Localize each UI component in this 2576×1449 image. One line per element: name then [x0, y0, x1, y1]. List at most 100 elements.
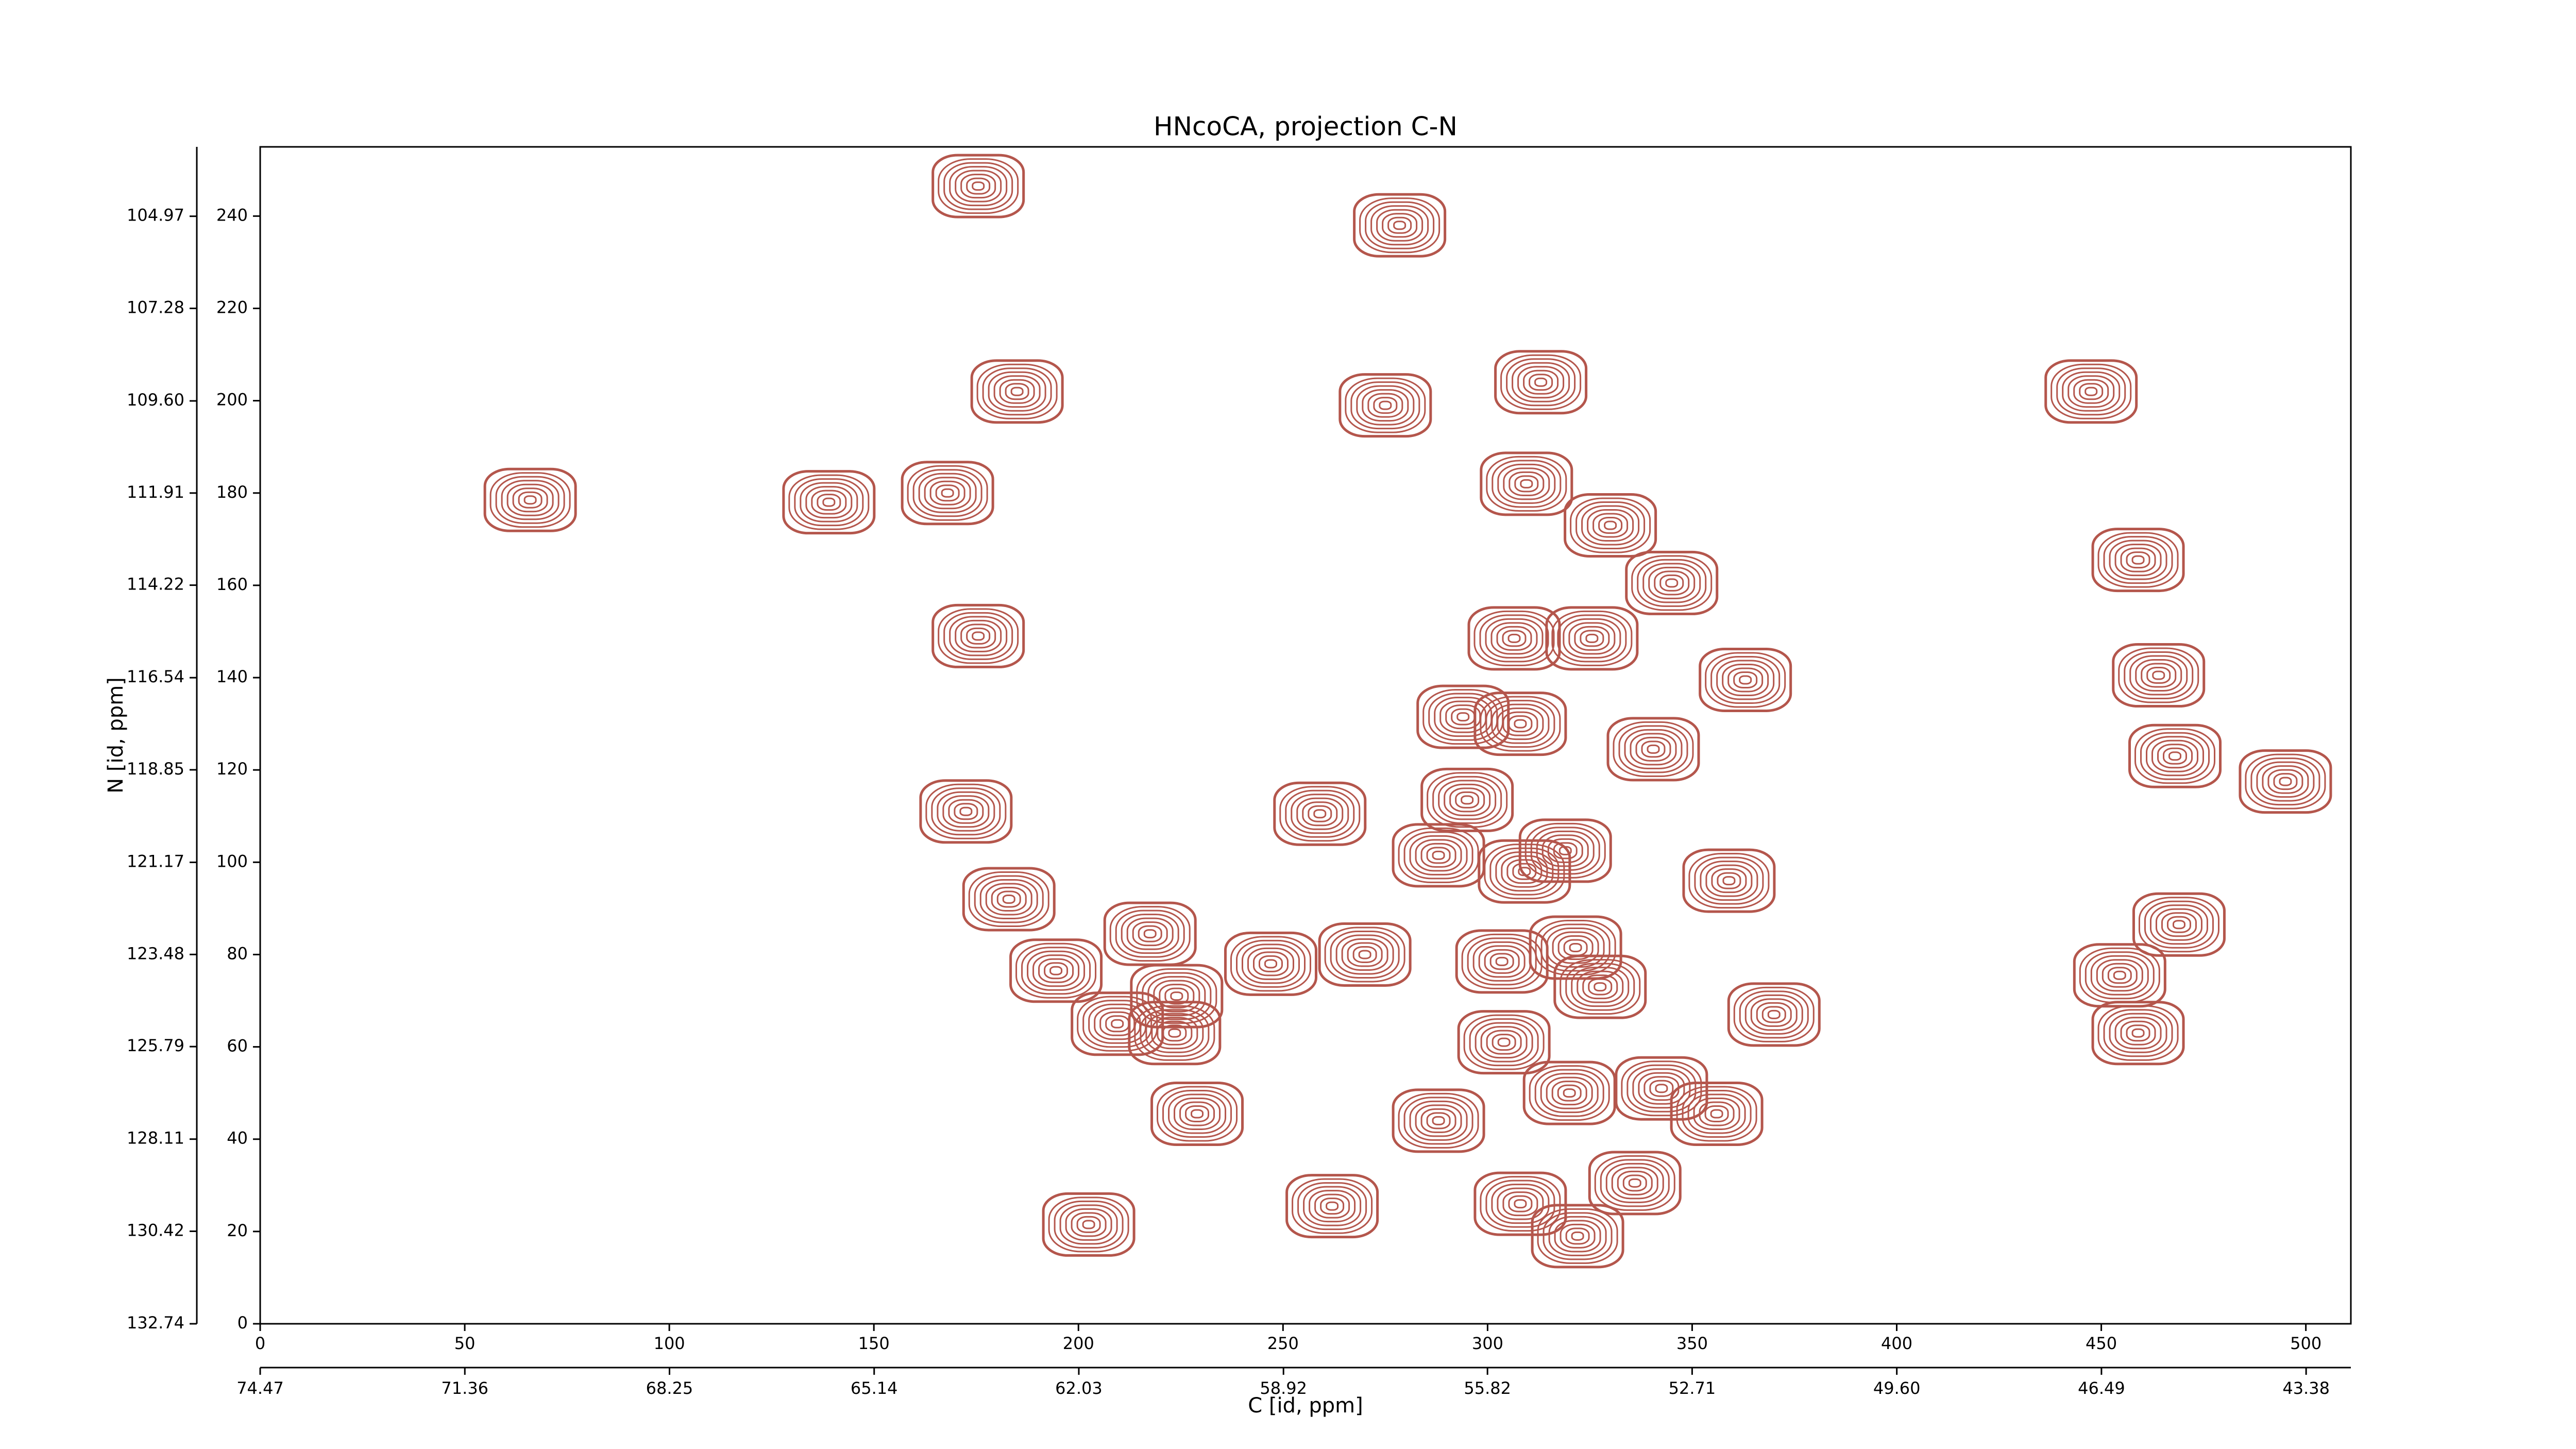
contour-level	[1426, 847, 1451, 864]
contour-level	[1416, 684, 1510, 749]
contour-level	[2132, 892, 2226, 957]
peak	[1494, 350, 1588, 415]
contour-level	[1534, 377, 1548, 387]
contour-level	[1134, 1005, 1215, 1061]
contour-level	[2250, 757, 2320, 806]
contour-level	[919, 779, 1013, 844]
contour-level	[788, 474, 870, 530]
contour-level	[1432, 776, 1502, 824]
contour-level	[918, 473, 977, 513]
contour-level	[1461, 933, 1543, 989]
contour-level	[996, 890, 1021, 908]
contour-level	[1143, 929, 1157, 939]
x2-tick-label: 52.71	[1669, 1378, 1716, 1398]
peak	[1699, 648, 1792, 713]
contour-level	[1514, 1199, 1527, 1209]
contour-level	[942, 795, 990, 828]
contour-level	[1291, 794, 1349, 834]
contour-level	[1594, 1155, 1675, 1211]
contour-level	[1352, 946, 1377, 963]
contour-level	[1121, 914, 1179, 954]
contour-level	[1347, 942, 1383, 967]
contour-level	[1605, 1162, 1664, 1203]
contour-level	[2124, 651, 2194, 700]
contour-level	[800, 482, 858, 523]
contour-level	[960, 624, 996, 649]
contour-level	[1739, 990, 1809, 1039]
x-tick-label: 0	[255, 1334, 265, 1353]
contour-level	[2091, 528, 2185, 593]
contour-level	[2084, 951, 2155, 1000]
contour-level	[1553, 954, 1647, 1019]
peak	[1545, 606, 1639, 671]
contour-level	[1524, 822, 1606, 879]
peak	[1392, 1088, 1485, 1153]
contour-level	[1508, 1195, 1533, 1212]
contour-level	[1628, 1178, 1641, 1188]
contour-level	[1548, 1216, 1607, 1256]
contour-level	[966, 177, 991, 195]
contour-level	[1507, 633, 1521, 643]
contour-level	[1461, 795, 1474, 805]
contour-level	[1005, 383, 1029, 400]
contour-level	[489, 472, 571, 528]
contour-level	[1088, 1003, 1147, 1044]
peak	[1564, 493, 1657, 558]
contour-level	[2151, 739, 2199, 772]
contour-level	[1059, 1204, 1118, 1245]
contour-level	[937, 791, 995, 832]
contour-level	[1545, 606, 1639, 671]
contour-level	[1705, 652, 1786, 708]
contour-level	[901, 461, 994, 526]
contour-level	[1485, 700, 1555, 748]
contour-level	[1486, 456, 1567, 512]
contour-level	[1258, 955, 1283, 972]
peak	[1009, 938, 1103, 1003]
contour-level	[1710, 1109, 1723, 1119]
x2-tick-label: 62.03	[1055, 1378, 1103, 1398]
peak	[782, 470, 876, 535]
contour-level	[2267, 769, 2303, 794]
contour-level	[1320, 1198, 1345, 1215]
contour-level	[1613, 721, 1694, 777]
contour-level	[1428, 693, 1498, 741]
contour-level	[1615, 1056, 1708, 1121]
peak	[1071, 991, 1164, 1056]
contour-level	[1514, 475, 1539, 493]
contour-level	[1345, 377, 1426, 433]
peak	[1522, 1060, 1616, 1125]
contour-level	[1490, 622, 1538, 655]
contour-level	[1565, 1227, 1590, 1245]
contour-level	[1750, 998, 1798, 1031]
contour-level	[1082, 1220, 1095, 1229]
contour-level	[1170, 991, 1183, 1001]
contour-level	[1314, 1193, 1350, 1219]
contour-level	[1491, 703, 1550, 744]
contour-level	[2103, 536, 2173, 584]
contour-level	[1426, 1112, 1451, 1130]
contour-level	[1432, 1116, 1445, 1125]
contour-level	[2279, 777, 2292, 786]
contour-level	[1569, 943, 1582, 953]
contour-level	[1551, 1081, 1587, 1106]
y-tick-label: 20	[227, 1221, 248, 1240]
contour-level	[1318, 922, 1412, 987]
contour-level	[811, 490, 847, 515]
contour-level	[1522, 1060, 1616, 1125]
contour-level	[974, 875, 1044, 923]
contour-level	[1568, 622, 1616, 655]
peak	[2132, 892, 2226, 957]
contour-level	[976, 363, 1058, 419]
contour-level	[1478, 839, 1571, 904]
contour-level	[1560, 959, 1641, 1015]
contour-level	[1635, 736, 1671, 762]
contour-level	[1241, 943, 1300, 984]
contour-level	[2096, 959, 2143, 992]
contour-level	[1551, 610, 1633, 666]
contour-level	[1076, 1216, 1101, 1233]
contour-level	[966, 627, 991, 645]
contour-level	[1422, 689, 1504, 745]
contour-level	[1044, 962, 1069, 980]
contour-level	[2273, 773, 2298, 790]
contour-level	[1638, 1072, 1685, 1105]
